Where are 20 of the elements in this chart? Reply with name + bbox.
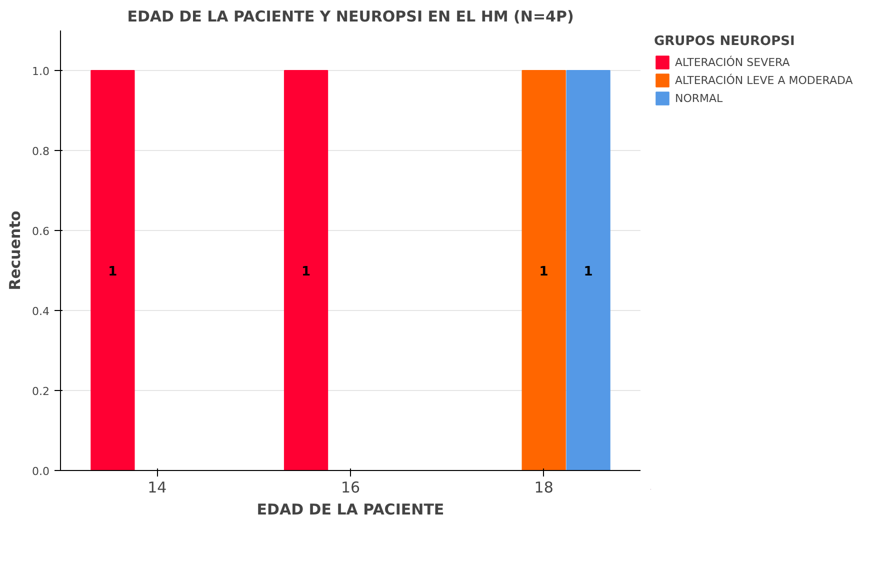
legend-label: ALTERACIÓN LEVE A MODERADA <box>675 74 853 86</box>
y-tick-label: 0.4 <box>32 305 50 318</box>
y-tick-label: 1.0 <box>32 65 50 78</box>
legend-label: ALTERACIÓN SEVERA <box>675 56 790 68</box>
y-tick-label: 0.2 <box>32 385 50 398</box>
legend-title: GRUPOS NEUROPSI <box>654 34 796 49</box>
y-tick-label: 0.8 <box>32 145 50 158</box>
x-tick-label: 16 <box>340 478 360 496</box>
y-axis-title: Recuento <box>6 210 24 290</box>
y-tick-label: 0.0 <box>32 465 50 478</box>
chart-title: EDAD DE LA PACIENTE Y NEUROPSI EN EL HM (N=4P) <box>127 8 574 26</box>
legend-label: NORMAL <box>675 92 723 104</box>
data-label: 1 <box>584 264 593 280</box>
x-axis-title: EDAD DE LA PACIENTE <box>256 500 444 518</box>
data-label: 1 <box>302 264 311 280</box>
x-tick-label: 14 <box>148 478 167 496</box>
y-tick-label: 0.6 <box>32 225 50 238</box>
data-label: 1 <box>539 264 548 280</box>
data-label: 1 <box>108 264 118 280</box>
x-tick-label: 18 <box>534 478 554 496</box>
